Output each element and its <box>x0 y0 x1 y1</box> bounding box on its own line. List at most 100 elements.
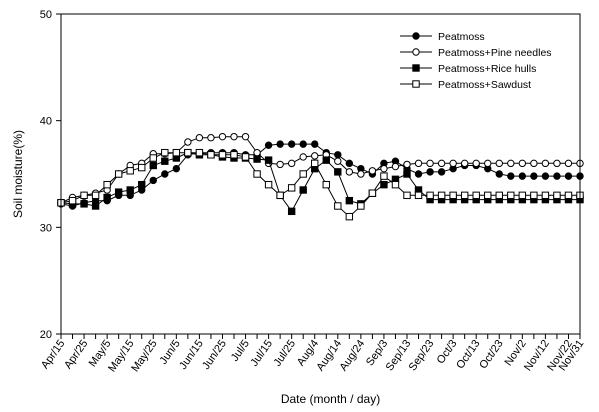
data-point <box>564 172 573 180</box>
data-point <box>184 148 192 157</box>
legend-marker <box>412 64 420 72</box>
data-point <box>322 156 330 164</box>
data-point <box>553 172 561 180</box>
data-point <box>287 159 296 168</box>
data-point <box>253 148 261 157</box>
data-point <box>149 154 157 162</box>
data-point <box>553 191 561 200</box>
y-tick-label: 30 <box>40 222 52 234</box>
data-point <box>172 164 181 173</box>
data-point <box>311 140 319 148</box>
data-point <box>495 170 503 178</box>
data-point <box>334 151 342 159</box>
data-point <box>253 155 261 163</box>
series-line-2 <box>60 152 580 213</box>
legend: Peatmoss Peatmoss+Pine needles Peatmoss+Ri… <box>400 31 552 91</box>
data-point <box>126 186 134 194</box>
plot-layer <box>57 132 584 221</box>
data-point <box>564 191 573 200</box>
data-point <box>541 172 550 180</box>
data-point <box>161 148 169 157</box>
data-point <box>91 191 100 200</box>
data-point <box>138 180 146 189</box>
data-point <box>276 160 284 169</box>
data-point <box>357 202 365 210</box>
data-point <box>484 159 492 168</box>
data-point <box>218 151 227 159</box>
data-point <box>195 148 204 157</box>
legend-marker <box>412 80 420 88</box>
legend-marker <box>412 48 420 56</box>
x-tick-label: Oct/23 <box>477 338 505 371</box>
data-point <box>299 153 307 161</box>
data-point <box>437 159 446 168</box>
data-point <box>553 159 561 168</box>
data-point <box>414 159 423 168</box>
data-point <box>518 191 527 200</box>
y-tick-label: 40 <box>40 116 52 128</box>
series-line-0 <box>60 143 580 207</box>
data-point <box>541 191 550 200</box>
data-point <box>507 191 515 200</box>
data-point <box>484 191 492 200</box>
legend-label: Peatmoss+Rice hulls <box>438 63 536 75</box>
data-point <box>426 159 434 168</box>
data-point <box>287 140 296 148</box>
plot-frame <box>60 13 581 335</box>
data-point <box>241 153 250 161</box>
data-point <box>126 167 134 175</box>
data-point <box>495 191 503 200</box>
data-point <box>403 191 411 200</box>
data-point <box>518 159 527 168</box>
data-point <box>507 159 515 168</box>
y-tick-label: 20 <box>40 329 52 341</box>
data-point <box>334 168 342 176</box>
data-point <box>391 162 400 171</box>
data-point <box>264 141 273 149</box>
data-point <box>472 191 480 200</box>
data-point <box>207 151 215 159</box>
data-point <box>287 184 296 192</box>
data-point <box>230 132 238 141</box>
data-point <box>368 189 377 197</box>
data-point <box>437 168 446 176</box>
data-point <box>114 188 123 196</box>
legend-label: Peatmoss+Sawdust <box>438 79 531 91</box>
data-point <box>103 180 111 189</box>
data-point <box>68 196 77 205</box>
data-point <box>253 170 261 178</box>
data-point <box>403 170 411 178</box>
x-tick-label: Apr/25 <box>62 338 90 371</box>
y-axis-title: Soil moisture(%) <box>11 130 25 218</box>
data-point <box>357 170 365 178</box>
data-point <box>391 180 400 189</box>
data-point <box>299 140 307 148</box>
data-point <box>334 202 342 210</box>
y-tick-label: 50 <box>40 9 52 21</box>
data-point <box>138 163 146 172</box>
data-point <box>241 132 250 141</box>
data-point <box>530 172 538 180</box>
data-point <box>426 191 434 200</box>
data-point <box>334 157 342 165</box>
data-point <box>530 159 538 168</box>
x-tick-label: Jun/25 <box>200 338 229 372</box>
data-point <box>149 176 157 185</box>
data-point <box>276 140 284 148</box>
data-point <box>172 148 181 157</box>
data-point <box>414 191 423 200</box>
data-point <box>403 160 411 169</box>
data-point <box>460 159 469 168</box>
data-point <box>311 152 319 160</box>
data-point <box>368 167 377 175</box>
legend-label: Peatmoss <box>438 31 485 43</box>
data-point <box>91 202 100 210</box>
data-point <box>345 212 354 221</box>
x-tick-label: Jul/25 <box>271 338 298 369</box>
data-point <box>287 207 296 216</box>
data-point <box>161 170 169 178</box>
data-point <box>460 191 469 200</box>
data-point <box>114 170 123 178</box>
data-point <box>149 161 157 170</box>
data-point <box>449 191 457 200</box>
